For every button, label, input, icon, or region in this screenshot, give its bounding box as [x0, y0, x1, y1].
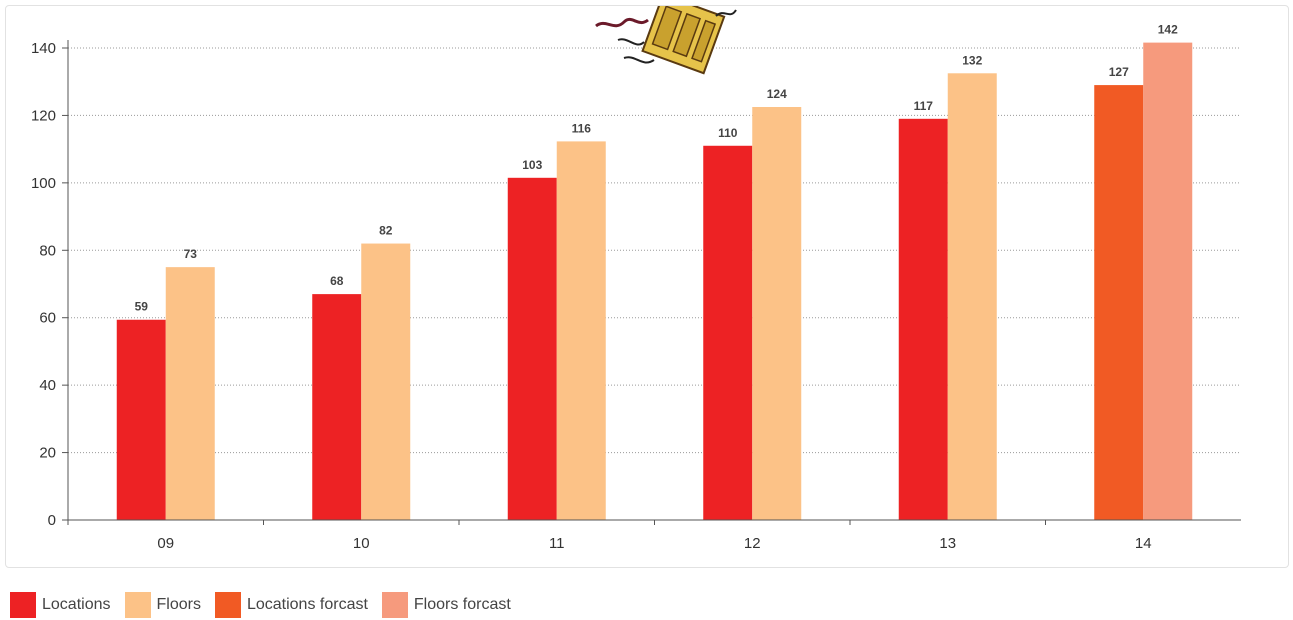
x-tick-label: 14 [1135, 535, 1152, 552]
flying-machine-illustration [595, 6, 737, 75]
legend-item: Locations [10, 592, 111, 618]
x-tick-label: 12 [744, 535, 761, 552]
bar-floors-forcast [1143, 42, 1193, 520]
y-tick-label: 140 [31, 40, 56, 57]
chart-frame: 59 73 68 82 103 116 110 124 117 132 127 142 0 20 40 60… [5, 5, 1289, 568]
bar-locations [507, 177, 557, 521]
legend-item: Floors forcast [381, 592, 511, 618]
data-label: 132 [962, 53, 982, 67]
y-tick-label: 40 [39, 377, 56, 394]
y-tick-label: 80 [39, 242, 56, 259]
legend-swatch [124, 592, 151, 618]
data-label: 68 [330, 274, 344, 288]
axes: 0 20 40 60 80 100 120 140 09 10 11 12 13 14 [31, 40, 1241, 552]
y-tick-label: 60 [39, 310, 56, 327]
data-labels: 59 73 68 82 103 116 110 124 117 132 127 142 [135, 23, 1179, 314]
bars [116, 42, 1193, 521]
data-label: 117 [914, 99, 934, 113]
x-tick-label: 09 [157, 535, 174, 552]
legend-label: Floors forcast [413, 596, 511, 613]
x-tick-label: 13 [939, 535, 956, 552]
data-label: 73 [184, 247, 198, 261]
legend-swatch [10, 592, 36, 618]
bar-locations [703, 145, 753, 520]
gridlines [68, 47, 1241, 454]
data-label: 59 [135, 300, 149, 314]
legend: Locations Floors Locations forcast Floors f… [10, 590, 525, 620]
bar-floors [361, 243, 411, 521]
legend-label: Locations forcast [246, 596, 368, 613]
bar-floors [752, 107, 802, 520]
x-tick-label: 11 [549, 535, 565, 552]
data-label: 82 [379, 224, 393, 238]
bar-floors [556, 141, 606, 521]
data-label: 142 [1158, 23, 1178, 37]
legend-item: Floors [124, 592, 201, 618]
bar-locations [116, 319, 166, 520]
bar-chart: 59 73 68 82 103 116 110 124 117 132 127 142 0 20 40 60… [31, 6, 1241, 552]
data-label: 110 [718, 126, 738, 140]
legend-label: Floors [156, 596, 201, 613]
x-tick-label: 10 [353, 535, 370, 552]
y-tick-label: 100 [31, 175, 56, 192]
legend-swatch [214, 592, 241, 618]
y-tick-label: 0 [48, 512, 56, 529]
bar-floors [947, 73, 997, 521]
data-label: 103 [522, 158, 542, 172]
y-tick-label: 120 [31, 107, 56, 124]
legend-item: Locations forcast [214, 592, 368, 618]
bar-floors [165, 267, 215, 520]
bar-locations [898, 118, 948, 521]
legend-label: Locations [42, 596, 111, 613]
legend-swatch [381, 592, 408, 618]
data-label: 124 [767, 87, 787, 101]
bar-locations-forcast [1094, 85, 1144, 520]
data-label: 127 [1109, 65, 1129, 79]
bar-locations [312, 294, 362, 520]
data-label: 116 [572, 121, 592, 135]
y-tick-label: 20 [39, 445, 56, 462]
